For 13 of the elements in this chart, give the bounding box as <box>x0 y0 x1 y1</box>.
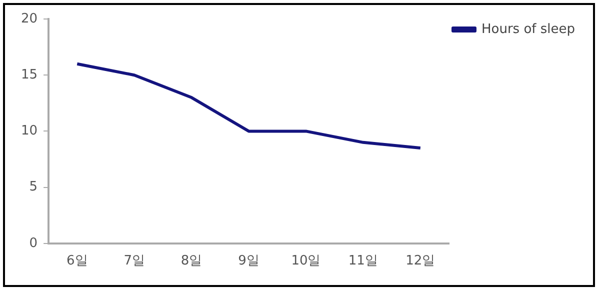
x-tick-label: 7일 <box>124 254 145 269</box>
x-tick-label: 9일 <box>238 254 260 269</box>
x-tick-label: 12일 <box>406 254 436 269</box>
y-tick-label: 20 <box>20 11 38 26</box>
x-tick-label: 10일 <box>291 254 321 269</box>
y-tick-label: 0 <box>29 236 38 251</box>
x-tick-label: 6일 <box>66 254 88 269</box>
x-tick-label: 11일 <box>348 254 378 269</box>
y-tick-label: 15 <box>20 67 38 82</box>
y-tick-label: 5 <box>29 180 38 195</box>
y-tick-label: 10 <box>20 124 38 139</box>
x-tick-label: 8일 <box>180 254 202 269</box>
legend-label: Hours of sleep <box>481 22 575 37</box>
